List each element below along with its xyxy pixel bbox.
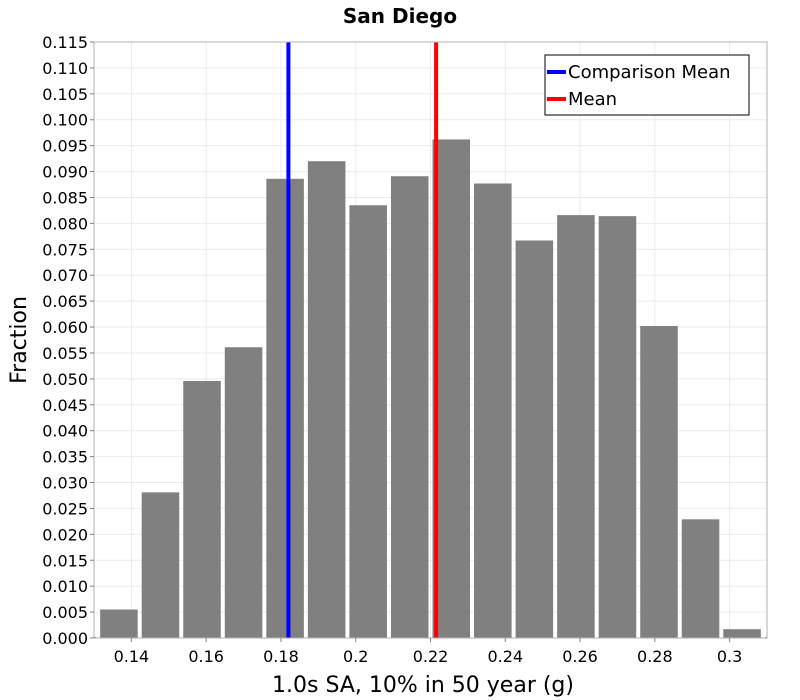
histogram-bar — [640, 326, 678, 638]
y-tick-label: 0.045 — [42, 396, 88, 415]
histogram-bar — [432, 139, 471, 638]
y-tick-label: 0.055 — [42, 344, 88, 363]
y-tick-label: 0.110 — [42, 59, 88, 78]
x-tick-label: 0.26 — [562, 647, 598, 666]
y-tick-label: 0.030 — [42, 474, 88, 493]
x-tick-label: 0.22 — [413, 647, 449, 666]
y-tick-label: 0.050 — [42, 370, 88, 389]
histogram-bar — [598, 216, 637, 638]
y-tick-label: 0.015 — [42, 551, 88, 570]
legend-label-mean: Mean — [568, 89, 617, 110]
histogram-bar — [681, 519, 720, 638]
y-tick-label: 0.065 — [42, 292, 88, 311]
y-tick-label: 0.040 — [42, 422, 88, 441]
histogram-bar — [515, 240, 554, 639]
y-tick-label: 0.095 — [42, 137, 88, 156]
y-tick-label: 0.005 — [42, 603, 88, 622]
histogram-bar — [100, 609, 138, 638]
x-tick-label: 0.24 — [487, 647, 523, 666]
x-tick-label: 0.18 — [263, 647, 299, 666]
histogram-bar — [557, 215, 595, 639]
y-tick-label: 0.060 — [42, 318, 88, 337]
y-tick-label: 0.070 — [42, 266, 88, 285]
x-axis-ticks: 0.14 0.16 0.18 0.2 0.22 0.24 0.26 0.28 0.3 — [114, 638, 742, 666]
y-tick-label: 0.080 — [42, 214, 88, 233]
y-tick-label: 0.090 — [42, 163, 88, 182]
y-tick-label: 0.105 — [42, 85, 88, 104]
legend: Comparison Mean Mean — [544, 54, 750, 116]
x-axis-label: 1.0s SA, 10% in 50 year (g) — [272, 673, 574, 698]
histogram-bar — [141, 492, 180, 638]
histogram-bar — [307, 161, 346, 638]
mean-lines — [286, 42, 439, 638]
y-tick-label: 0.020 — [42, 525, 88, 544]
y-tick-label: 0.085 — [42, 188, 88, 207]
histogram-bar — [764, 636, 767, 638]
histogram-bar — [266, 178, 304, 639]
histogram-bar — [349, 205, 387, 638]
histogram-bar — [390, 176, 429, 639]
x-tick-label: 0.14 — [114, 647, 150, 666]
y-tick-label: 0.115 — [42, 33, 88, 52]
histogram-bar — [723, 629, 761, 638]
legend-box — [544, 54, 750, 116]
histogram-bar — [474, 183, 512, 638]
x-tick-label: 0.3 — [717, 647, 742, 666]
y-axis-label: Fraction — [7, 296, 32, 384]
histogram-bar — [94, 636, 97, 638]
y-tick-label: 0.035 — [42, 448, 88, 467]
x-tick-label: 0.2 — [343, 647, 368, 666]
bars — [94, 139, 767, 639]
x-tick-label: 0.28 — [637, 647, 673, 666]
x-tick-label: 0.16 — [188, 647, 224, 666]
y-tick-label: 0.025 — [42, 499, 88, 518]
histogram-bar — [183, 380, 221, 638]
legend-label-comparison-mean: Comparison Mean — [568, 62, 731, 83]
y-tick-label: 0.010 — [42, 577, 88, 596]
histogram-bar — [224, 347, 263, 638]
y-tick-label: 0.000 — [42, 629, 88, 648]
y-axis-ticks: 0.000 0.005 0.010 0.015 0.020 0.025 0.030 0.035… — [42, 33, 94, 648]
chart-title: San Diego — [343, 4, 457, 28]
y-tick-label: 0.075 — [42, 240, 88, 259]
y-tick-label: 0.100 — [42, 111, 88, 130]
